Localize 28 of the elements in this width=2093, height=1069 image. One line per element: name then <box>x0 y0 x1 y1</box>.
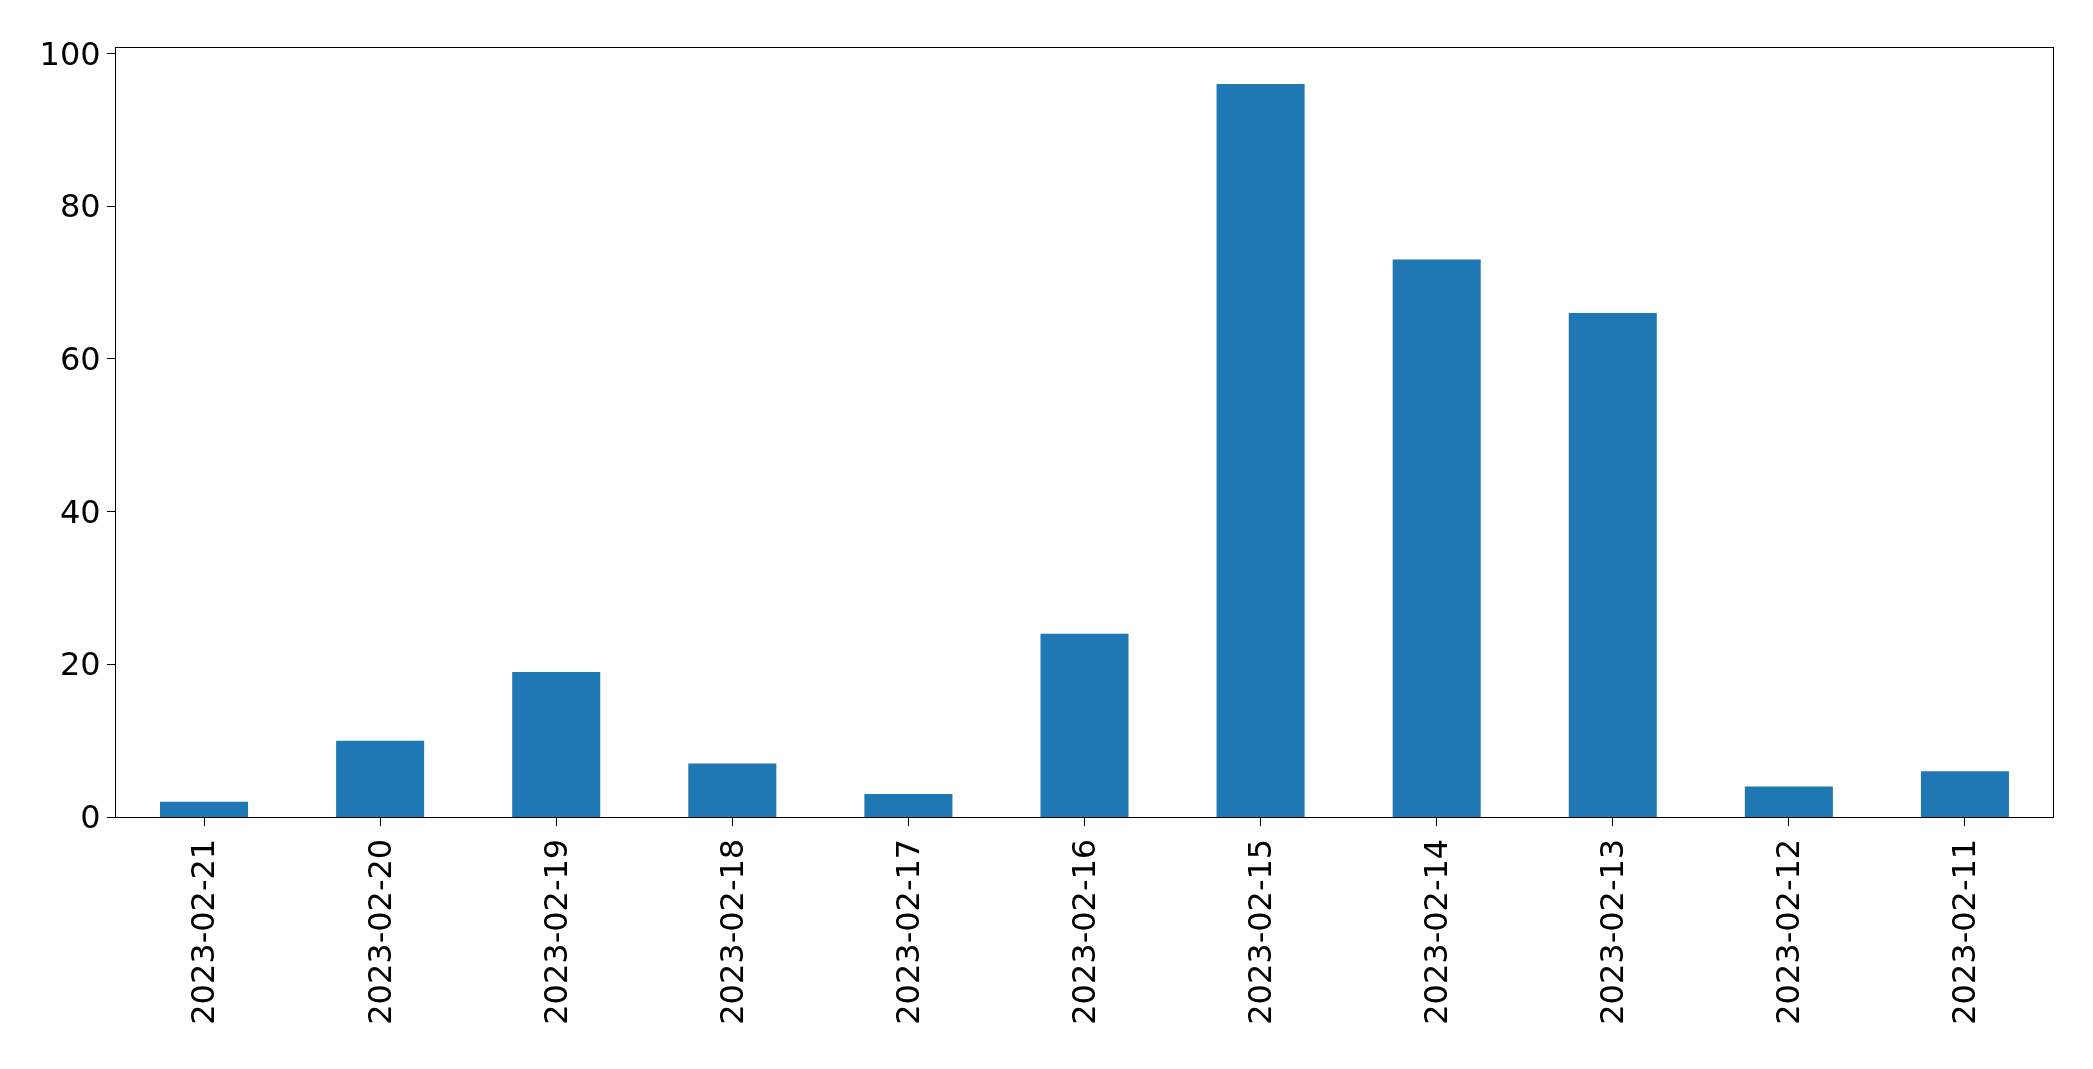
x-tick-label: 2023-02-13 <box>1593 838 1632 1025</box>
y-tick-label: 100 <box>39 34 101 73</box>
x-tick-label: 2023-02-18 <box>712 838 751 1025</box>
x-tick-label: 2023-02-21 <box>184 838 223 1025</box>
bar <box>1040 633 1129 817</box>
bar <box>512 671 601 817</box>
bar <box>1744 786 1833 817</box>
x-tick-label: 2023-02-20 <box>360 838 399 1025</box>
x-tick-label: 2023-02-11 <box>1945 838 1984 1025</box>
bar <box>688 763 777 817</box>
bar <box>1392 259 1481 817</box>
bar <box>1920 771 2009 817</box>
bar <box>336 740 425 817</box>
x-tick-label: 2023-02-15 <box>1240 838 1279 1025</box>
y-tick-label: 20 <box>59 645 101 684</box>
x-tick-label: 2023-02-16 <box>1064 838 1103 1025</box>
x-tick-label: 2023-02-17 <box>888 838 927 1025</box>
bar <box>160 801 249 817</box>
y-tick-label: 40 <box>59 492 101 531</box>
bar <box>864 794 953 817</box>
y-tick-label: 80 <box>59 187 101 226</box>
bar <box>1568 312 1657 817</box>
x-tick-label: 2023-02-14 <box>1417 838 1456 1025</box>
x-tick-label: 2023-02-19 <box>536 838 575 1025</box>
x-tick-label: 2023-02-12 <box>1769 838 1808 1025</box>
bar <box>1216 83 1305 817</box>
y-tick-label: 0 <box>80 798 101 837</box>
y-tick-label: 60 <box>59 340 101 379</box>
